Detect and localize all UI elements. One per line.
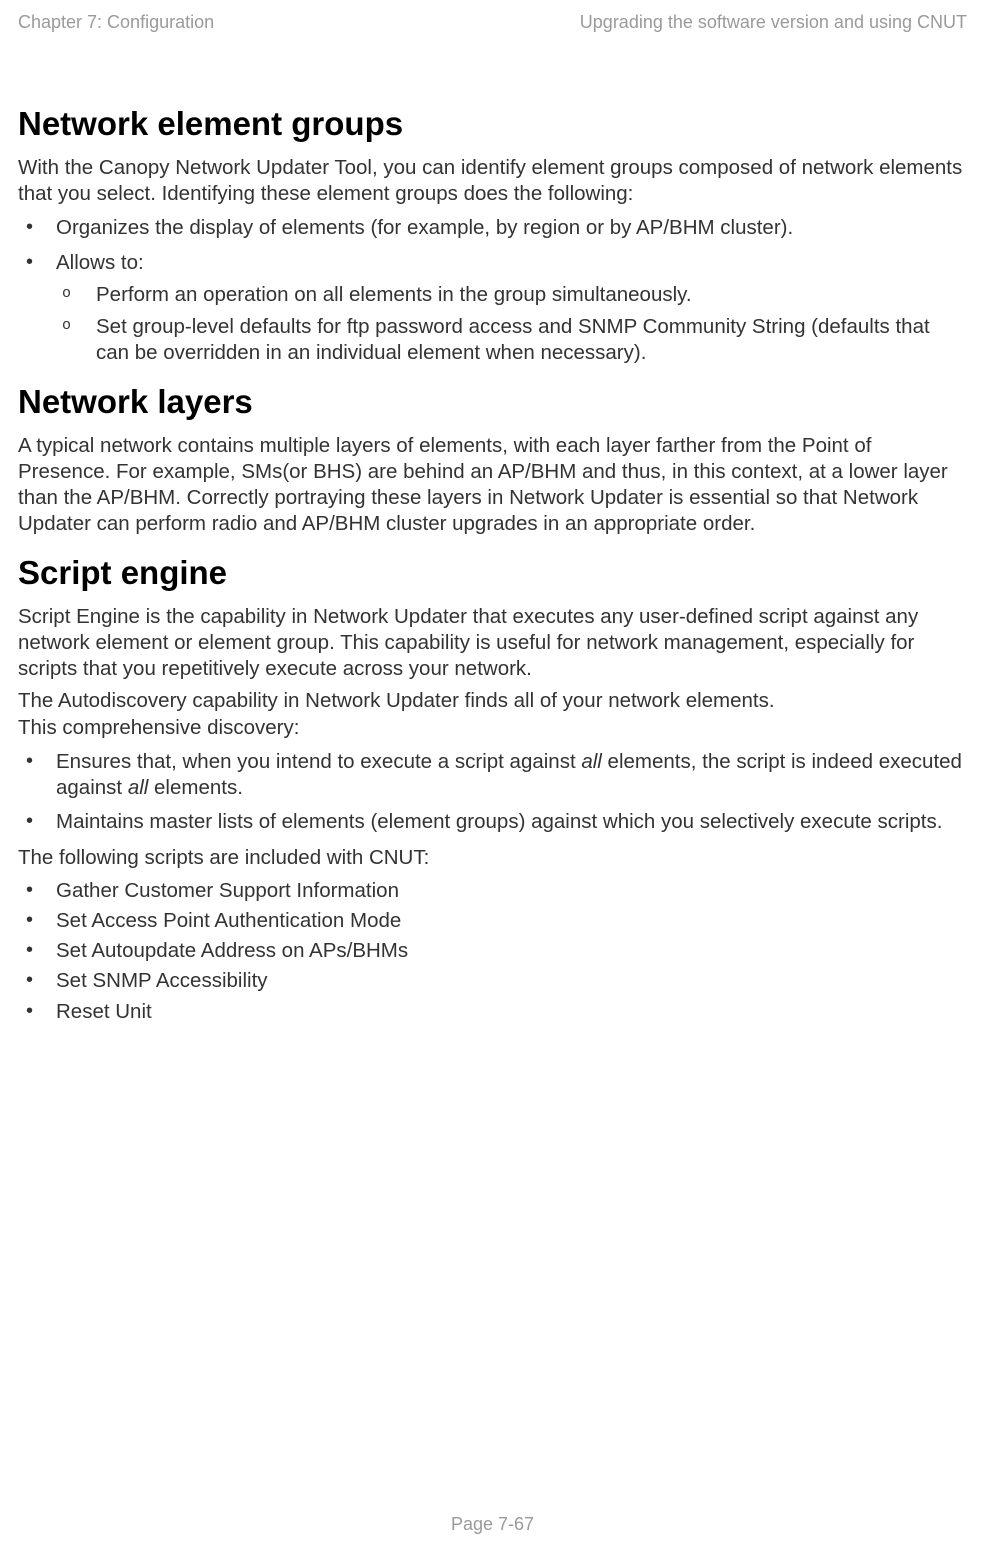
bullet-item: Set SNMP Accessibility xyxy=(18,968,967,994)
paragraph: The following scripts are included with … xyxy=(18,845,967,871)
bullet-text-part: elements. xyxy=(148,776,243,799)
bullet-item: Set Access Point Authentication Mode xyxy=(18,908,967,934)
paragraph: The Autodiscovery capability in Network … xyxy=(18,688,967,714)
sub-bullet-item: Set group-level defaults for ftp passwor… xyxy=(56,314,967,366)
bullet-list: Ensures that, when you intend to execute… xyxy=(18,749,967,836)
heading-network-layers: Network layers xyxy=(18,383,967,421)
heading-script-engine: Script engine xyxy=(18,554,967,592)
header-section: Upgrading the software version and using… xyxy=(580,12,967,33)
paragraph: With the Canopy Network Updater Tool, yo… xyxy=(18,155,967,207)
bullet-item: Gather Customer Support Information xyxy=(18,878,967,904)
sub-bullet-item: Perform an operation on all elements in … xyxy=(56,282,967,308)
heading-network-element-groups: Network element groups xyxy=(18,105,967,143)
page-header: Chapter 7: Configuration Upgrading the s… xyxy=(18,12,967,33)
section-script-engine: Script engine Script Engine is the capab… xyxy=(18,554,967,1025)
bullet-text-part: Ensures that, when you intend to execute… xyxy=(56,750,581,773)
bullet-item: Reset Unit xyxy=(18,999,967,1025)
bullet-item: Ensures that, when you intend to execute… xyxy=(18,749,967,801)
section-network-layers: Network layers A typical network contain… xyxy=(18,383,967,538)
bullet-list: Gather Customer Support Information Set … xyxy=(18,878,967,1025)
page-footer: Page 7-67 xyxy=(0,1514,985,1535)
header-chapter: Chapter 7: Configuration xyxy=(18,12,214,33)
paragraph: A typical network contains multiple laye… xyxy=(18,433,967,538)
sub-bullet-list: Perform an operation on all elements in … xyxy=(56,282,967,367)
section-network-element-groups: Network element groups With the Canopy N… xyxy=(18,105,967,367)
bullet-item: Maintains master lists of elements (elem… xyxy=(18,809,967,835)
bullet-item: Set Autoupdate Address on APs/BHMs xyxy=(18,938,967,964)
bullet-item: Organizes the display of elements (for e… xyxy=(18,215,967,241)
bullet-list: Organizes the display of elements (for e… xyxy=(18,215,967,366)
paragraph: Script Engine is the capability in Netwo… xyxy=(18,604,967,683)
document-page: Chapter 7: Configuration Upgrading the s… xyxy=(0,0,985,1555)
page-number: Page 7-67 xyxy=(451,1514,534,1534)
paragraph: This comprehensive discovery: xyxy=(18,715,967,741)
italic-text: all xyxy=(128,776,149,799)
italic-text: all xyxy=(581,750,602,773)
bullet-item: Allows to: Perform an operation on all e… xyxy=(18,250,967,367)
bullet-text: Allows to: xyxy=(56,251,144,274)
